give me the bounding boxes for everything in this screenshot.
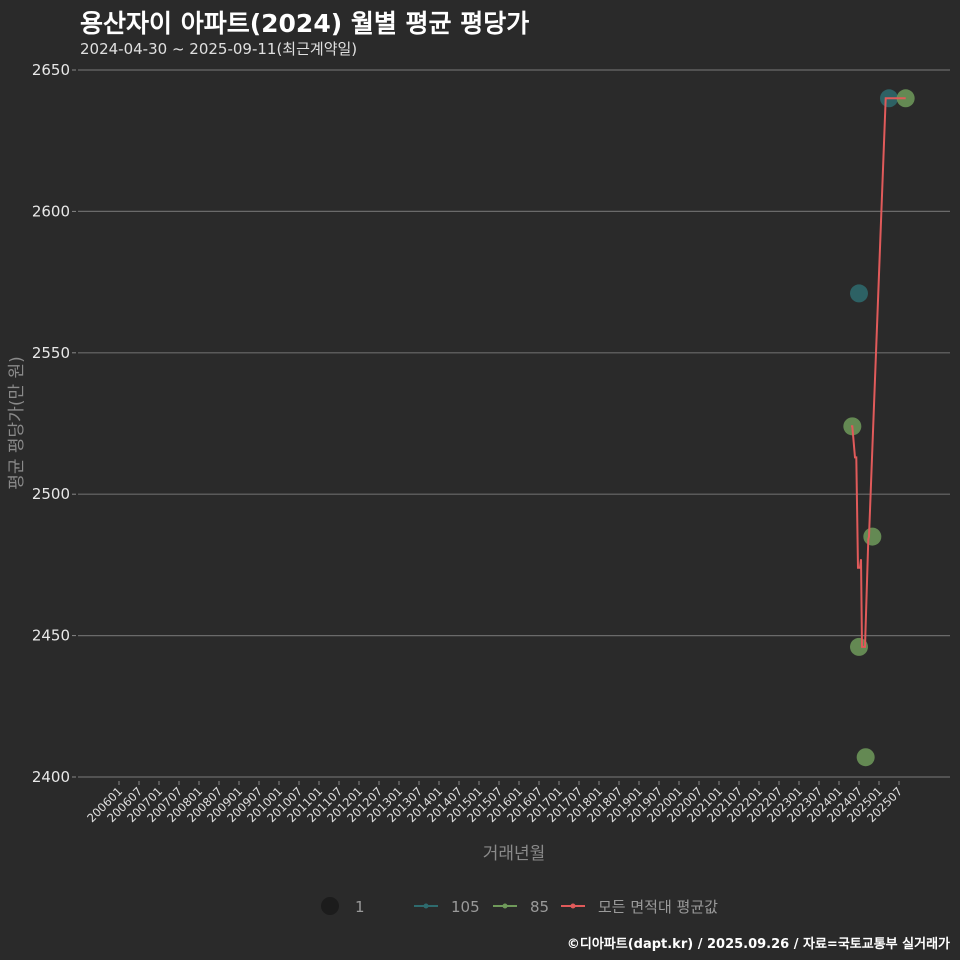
x-axis-label: 거래년월 — [483, 844, 546, 864]
y-axis: 2400 2450 2500 2550 2600 2650 — [32, 61, 76, 786]
y-tick-label: 2500 — [32, 485, 70, 503]
svg-text:1: 1 — [355, 898, 365, 916]
point-85 — [850, 637, 868, 656]
average-line — [851, 97, 906, 648]
x-axis: 2006012006072007012007072008012008072009… — [84, 781, 905, 825]
chart-title: 용산자이 아파트(2024) 월별 평균 평당가 — [80, 9, 530, 38]
footer-credit: ©디아파트(dapt.kr) / 2025.09.26 / 자료=국토교통부 실… — [566, 937, 950, 952]
data-points — [843, 89, 915, 767]
legend: 1 105 85 모든 면적대 평균값 — [321, 897, 718, 916]
y-tick-label: 2650 — [32, 61, 70, 79]
point-105 — [850, 284, 868, 303]
y-axis-label: 평균 평당가(만 원) — [7, 356, 27, 490]
chart-subtitle: 2024-04-30 ~ 2025-09-11(최근계약일) — [80, 40, 358, 58]
y-tick-label: 2550 — [32, 344, 70, 362]
legend-label: 105 — [451, 898, 480, 916]
y-tick-label: 2400 — [32, 768, 70, 786]
y-tick-label: 2450 — [32, 627, 70, 645]
point-85 — [856, 748, 875, 767]
average-line-path — [851, 97, 906, 648]
legend-label: 모든 면적대 평균값 — [598, 898, 718, 916]
legend-size-icon — [321, 897, 339, 915]
point-85 — [863, 527, 882, 546]
legend-label: 85 — [530, 898, 549, 916]
gridlines — [78, 69, 950, 778]
y-tick-label: 2600 — [32, 202, 70, 220]
